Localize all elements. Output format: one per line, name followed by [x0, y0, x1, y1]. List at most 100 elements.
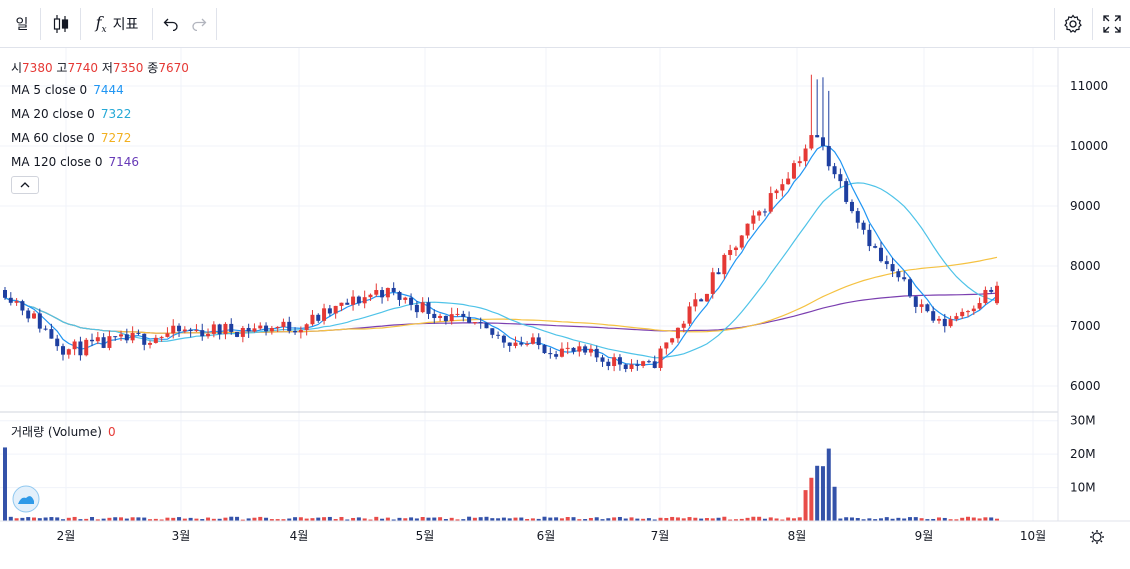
price-tick-label: 6000 [1070, 379, 1101, 393]
candle-body [600, 357, 605, 362]
price-tick-label: 7000 [1070, 319, 1101, 333]
volume-bar [751, 516, 756, 521]
volume-bar [455, 519, 460, 521]
volume-bar [43, 517, 48, 521]
candle-body [554, 354, 559, 357]
candle-body [995, 285, 999, 304]
candle-body [722, 254, 727, 275]
candle-body [849, 201, 854, 212]
interval-button[interactable]: 일 [4, 0, 40, 48]
ma120-legend[interactable]: MA 120 close 0 7146 [11, 155, 139, 169]
fullscreen-button[interactable] [1096, 0, 1128, 48]
candle-body [525, 343, 530, 345]
candle-body [507, 342, 512, 346]
volume-bar [838, 518, 843, 521]
volume-bar [878, 518, 883, 521]
candle-body [571, 347, 576, 352]
ma20-legend[interactable]: MA 20 close 0 7322 [11, 107, 131, 121]
candle-body [687, 306, 692, 324]
redo-button[interactable] [186, 0, 212, 48]
candle-body [623, 364, 628, 369]
volume-bar [397, 517, 402, 521]
candle-body [664, 342, 669, 349]
candle-body [832, 166, 837, 175]
volume-bar [107, 517, 112, 521]
candle-body [310, 314, 315, 325]
candle-body [989, 289, 994, 292]
volume-bar [298, 517, 303, 521]
candle-body [519, 342, 524, 345]
volume-bar [14, 518, 19, 521]
candle-body [838, 174, 843, 182]
volume-bar [623, 518, 628, 521]
volume-bar [646, 518, 651, 521]
volume-bar [635, 518, 640, 521]
ma60-legend[interactable]: MA 60 close 0 7272 [11, 131, 131, 145]
volume-bar [490, 518, 495, 521]
volume-bar [449, 517, 454, 521]
candle-body [362, 297, 367, 304]
volume-bar [66, 517, 71, 521]
volume-bar [3, 447, 7, 521]
ma5-legend[interactable]: MA 5 close 0 7444 [11, 83, 124, 97]
candle-body [130, 332, 135, 341]
toolbar-divider [152, 8, 153, 40]
volume-bar [101, 518, 106, 521]
volume-bar [548, 517, 553, 521]
axis-settings-button[interactable] [1090, 530, 1104, 544]
candle-body [588, 348, 593, 353]
volume-bar [664, 517, 669, 521]
volume-bar [240, 519, 245, 521]
candle-body [936, 318, 941, 321]
candle-body [629, 364, 634, 369]
candle-body [281, 321, 286, 327]
price-chart[interactable]: 11000 10000 9000 8000 7000 6000 30M 20M 10M 2월 3… [0, 48, 1130, 569]
volume-bar [873, 519, 878, 521]
candle-body [374, 290, 379, 295]
volume-bar [391, 519, 396, 521]
candle-body [757, 211, 762, 216]
chart-type-button[interactable] [42, 0, 80, 48]
volume-tick-label: 10M [1070, 481, 1096, 495]
ma5-label: MA 5 close 0 [11, 83, 88, 97]
volume-bar [797, 517, 802, 521]
collapse-legend-button[interactable] [11, 176, 39, 194]
undo-button[interactable] [158, 0, 184, 48]
volume-bar [472, 517, 477, 521]
volume-bar [55, 517, 60, 521]
volume-legend[interactable]: 거래량 (Volume) 0 [11, 423, 116, 440]
volume-bar [583, 519, 588, 521]
candle-body [699, 299, 704, 302]
ma60-value: 7272 [100, 131, 132, 145]
volume-bar [84, 518, 89, 521]
settings-button[interactable] [1058, 0, 1088, 48]
candle-body [43, 328, 48, 330]
price-tick-label: 9000 [1070, 199, 1101, 213]
candle-body [409, 297, 414, 305]
volume-bar [902, 518, 907, 521]
indicators-button[interactable]: fx 지표 [84, 0, 150, 48]
candle-body [235, 331, 240, 337]
volume-bar [971, 517, 976, 521]
candle-body [37, 313, 42, 329]
candle-body [971, 308, 976, 312]
candle-body [867, 229, 872, 247]
volume-bar [786, 517, 791, 521]
candle-body [820, 137, 825, 147]
volume-bar [733, 519, 738, 521]
candle-body [333, 305, 338, 314]
toolbar-divider [80, 8, 81, 40]
gear-icon [1064, 14, 1082, 33]
candle-body [258, 325, 263, 329]
candle-body [635, 364, 640, 366]
volume-bar [426, 517, 431, 521]
candle-body [617, 357, 622, 365]
tradingview-logo[interactable] [12, 485, 40, 513]
candle-body [583, 346, 588, 353]
volume-bar [316, 517, 321, 521]
volume-bar [617, 516, 622, 521]
time-tick-label: 7월 [651, 529, 670, 543]
volume-bar [977, 518, 982, 521]
volume-bar [925, 519, 930, 521]
volume-bar [629, 517, 634, 521]
